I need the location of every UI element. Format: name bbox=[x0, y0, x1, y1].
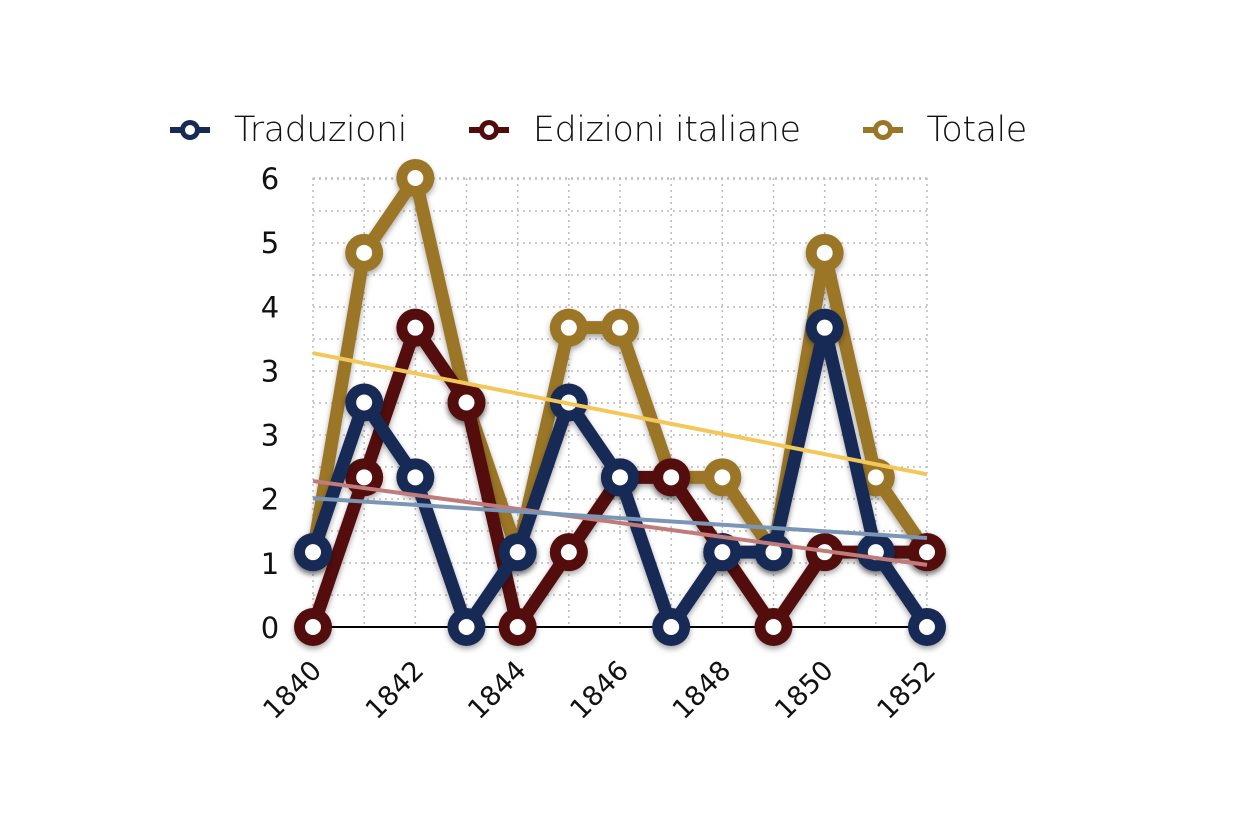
trend-line-edizioni-italiane bbox=[312, 479, 928, 567]
trend-lines bbox=[312, 351, 928, 567]
x-tick-label: 1842 bbox=[360, 655, 431, 726]
legend-item-totale[interactable]: Totale bbox=[862, 110, 1028, 150]
x-tick-label: 1852 bbox=[871, 655, 942, 726]
data-point-center bbox=[356, 244, 373, 261]
y-tick-label: 3 bbox=[261, 354, 279, 388]
legend-item-traduzioni[interactable]: Traduzioni bbox=[170, 110, 407, 150]
x-tick-label: 1848 bbox=[667, 655, 738, 726]
data-point-center bbox=[305, 619, 321, 635]
data-point-center bbox=[919, 544, 935, 561]
data-point-center bbox=[612, 319, 628, 336]
data-point-center bbox=[560, 319, 577, 336]
data-point-center bbox=[560, 544, 577, 561]
data-point-center bbox=[816, 244, 833, 261]
data-point-center bbox=[714, 469, 731, 486]
circle-marker-icon bbox=[468, 120, 509, 140]
y-tick-label: 5 bbox=[261, 226, 279, 260]
chart-legend: Traduzioni Edizioni italiane Totale bbox=[170, 108, 1027, 152]
y-axis-ticks: 0 1 2 3 3 4 5 6 bbox=[261, 162, 279, 645]
data-point-center bbox=[612, 469, 628, 486]
data-point-center bbox=[305, 544, 321, 561]
y-tick-label: 0 bbox=[261, 611, 279, 645]
circle-marker-icon bbox=[170, 120, 210, 140]
data-point-center bbox=[919, 619, 935, 635]
data-point-center bbox=[356, 394, 373, 411]
x-axis-ticks: 1840 1842 1844 1846 1848 1850 1852 bbox=[257, 655, 942, 726]
data-point-center bbox=[509, 544, 526, 561]
data-point-center bbox=[407, 170, 424, 186]
data-point-center bbox=[714, 544, 731, 561]
x-tick-label: 1846 bbox=[564, 655, 635, 726]
legend-label: Traduzioni bbox=[234, 110, 407, 150]
legend-item-edizioni-italiane[interactable]: Edizioni italiane bbox=[468, 110, 801, 150]
data-point-center bbox=[356, 469, 373, 486]
y-tick-label: 2 bbox=[261, 483, 279, 517]
data-point-center bbox=[407, 319, 424, 336]
x-tick-label: 1850 bbox=[769, 655, 840, 726]
data-point-center bbox=[765, 619, 782, 635]
data-point-center bbox=[458, 619, 475, 635]
x-tick-label: 1844 bbox=[462, 655, 533, 726]
data-point-center bbox=[458, 394, 475, 411]
data-point-center bbox=[816, 319, 833, 336]
trend-line-traduzioni bbox=[312, 496, 928, 540]
data-point-center bbox=[509, 619, 526, 635]
y-tick-label: 6 bbox=[261, 162, 279, 196]
y-tick-label: 3 bbox=[261, 419, 279, 453]
data-point-center bbox=[663, 619, 680, 635]
data-point-center bbox=[867, 469, 884, 486]
data-point-center bbox=[663, 469, 680, 486]
legend-label: Totale bbox=[926, 110, 1028, 150]
x-tick-label: 1840 bbox=[257, 655, 328, 726]
trend-line-totale bbox=[312, 351, 928, 477]
y-tick-label: 1 bbox=[261, 547, 279, 581]
data-point-center bbox=[407, 469, 424, 486]
legend-label: Edizioni italiane bbox=[532, 110, 801, 150]
circle-marker-icon bbox=[862, 120, 903, 140]
y-tick-label: 4 bbox=[261, 290, 279, 324]
data-point-center bbox=[765, 544, 782, 561]
